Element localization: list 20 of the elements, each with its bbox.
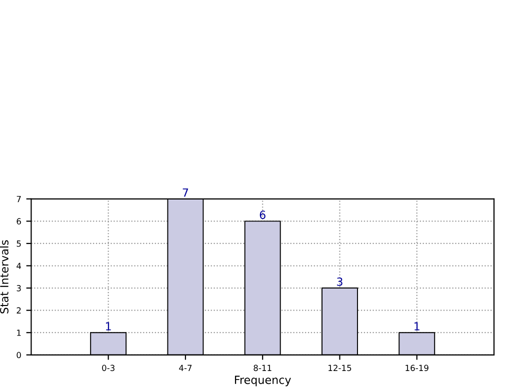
y-tick-label: 1 xyxy=(17,330,21,336)
x-tick-label: 16-19 xyxy=(406,364,428,372)
y-tick-label: 7 xyxy=(16,196,21,202)
x-tick-label: 0-3 xyxy=(102,364,114,372)
y-tick-label: 4 xyxy=(16,262,22,269)
y-tick-label: 6 xyxy=(16,218,21,224)
x-tick-label: 12-15 xyxy=(328,364,352,372)
y-tick-label: 3 xyxy=(16,285,21,292)
data-label: 1 xyxy=(414,322,420,330)
x-axis-title: Frequency xyxy=(234,376,291,386)
data-label: 3 xyxy=(337,277,342,286)
y-axis-title: Stat Intervals xyxy=(0,240,8,314)
y-tick-label: 5 xyxy=(16,240,21,247)
x-tick-label: 4-7 xyxy=(179,364,192,371)
data-label: 1 xyxy=(106,322,111,330)
y-tick-label: 0 xyxy=(16,352,21,358)
x-tick-label: 8-11 xyxy=(254,364,272,372)
data-label: 7 xyxy=(182,188,188,197)
y-tick-label: 2 xyxy=(16,307,21,314)
data-label: 6 xyxy=(260,210,266,220)
